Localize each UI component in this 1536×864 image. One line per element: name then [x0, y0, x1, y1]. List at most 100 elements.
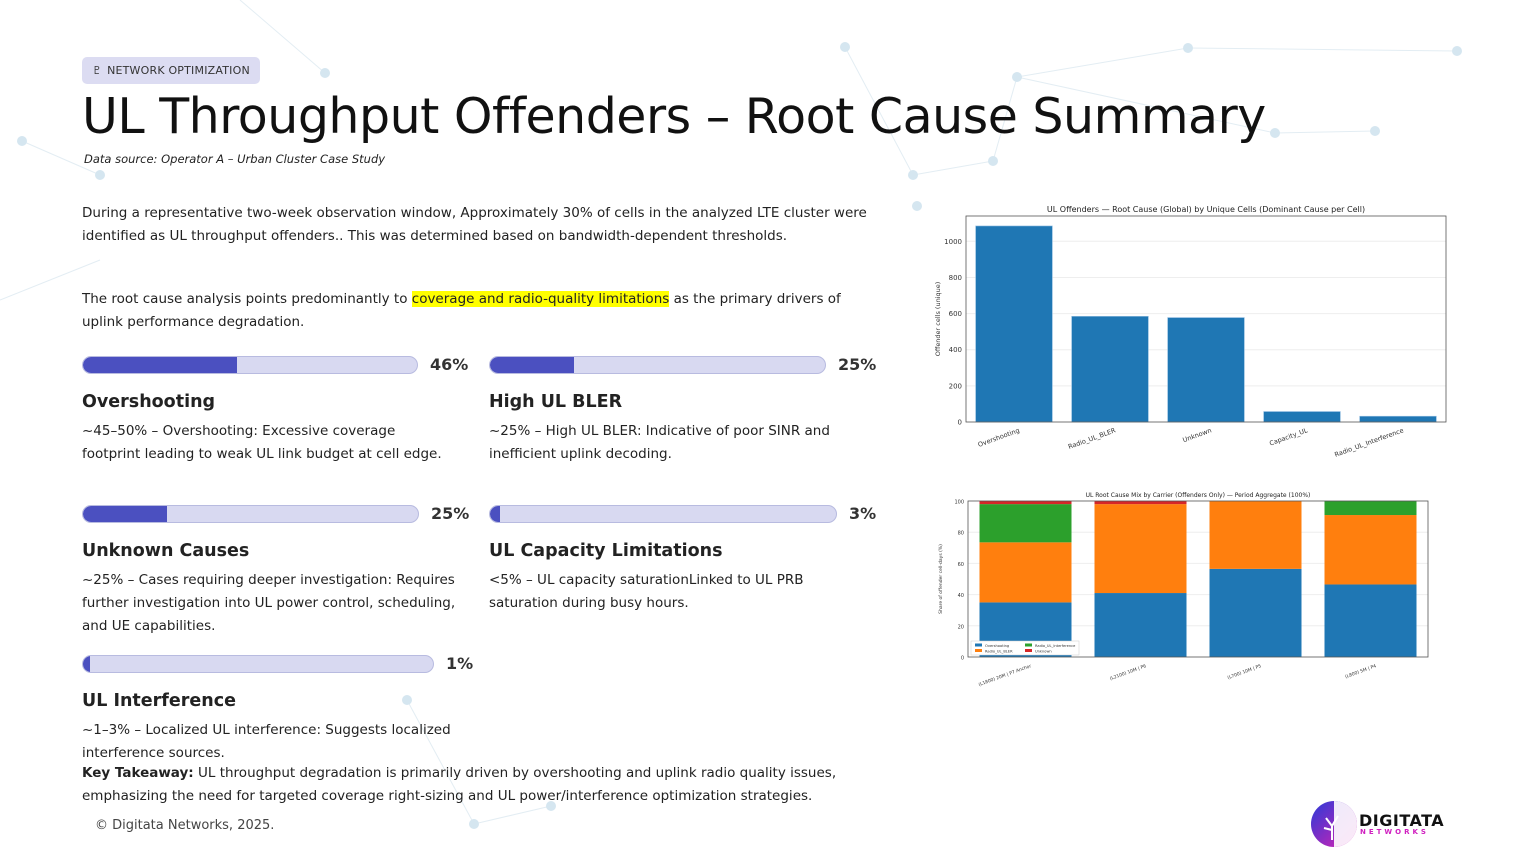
x-tick-label: Radio_UL_Interference	[1333, 426, 1404, 458]
logo-text: DIGITATA	[1359, 811, 1445, 830]
intro-paragraph: During a representative two-week observa…	[82, 205, 867, 244]
progress-fill	[83, 356, 237, 373]
progress-bar	[82, 355, 418, 374]
progress-fill	[83, 505, 167, 522]
bar-segment	[1094, 501, 1187, 505]
x-tick-label: Capacity_UL	[1268, 426, 1309, 447]
cause-title: Unknown Causes	[82, 541, 250, 561]
highlighted-text: coverage and radio-quality limitations	[411, 291, 670, 307]
legend-swatch	[1025, 643, 1032, 647]
progress-fill	[490, 356, 574, 373]
x-tick-label: (L1800) 20M | P7 Anchor	[978, 663, 1033, 688]
progress-bar	[489, 504, 837, 523]
legend-label: Unknown	[1035, 650, 1052, 654]
y-tick-label: 600	[949, 310, 962, 318]
legend-swatch	[975, 643, 982, 647]
bar-segment	[1324, 515, 1417, 585]
cause-description: ~45–50% – Overshooting: Excessive covera…	[82, 423, 442, 462]
bar	[1071, 315, 1149, 423]
x-tick-label: Radio_UL_BLER	[1067, 426, 1117, 451]
x-tick-label: (L2100) 10M | P6	[1109, 663, 1147, 682]
y-tick-label: 60	[958, 562, 964, 568]
logo-subtext: NETWORKS	[1360, 828, 1429, 836]
y-tick-label: 0	[961, 656, 964, 662]
cause-percent: 25%	[431, 504, 470, 523]
y-tick-label: 1000	[944, 238, 962, 246]
network-tree-icon: ♇	[92, 64, 103, 77]
cause-percent: 25%	[838, 355, 877, 374]
root-cause-bar-chart: UL Offenders — Root Cause (Global) by Un…	[934, 205, 1447, 459]
page-title: UL Throughput Offenders – Root Cause Sum…	[82, 88, 1266, 145]
bar	[975, 225, 1053, 423]
bar-segment	[1324, 584, 1417, 657]
legend-swatch	[975, 649, 982, 652]
cause-percent: 3%	[849, 504, 877, 523]
y-tick-label: 400	[949, 346, 962, 354]
takeaway-text: UL throughput degradation is primarily d…	[82, 765, 837, 804]
cause-title: High UL BLER	[489, 392, 623, 412]
bar-segment	[1209, 501, 1302, 569]
rca-text: as the primary drivers of uplink perform…	[82, 291, 841, 330]
plot-frame	[967, 500, 1429, 658]
bar-segment	[979, 542, 1072, 603]
digitata-logo: DIGITATA NETWORKS	[1310, 800, 1444, 850]
y-tick-label: 40	[958, 593, 964, 599]
cause-card: 25% Unknown Causes ~25% – Cases requirin…	[82, 504, 469, 638]
cause-title: UL Capacity Limitations	[489, 541, 723, 561]
cause-description: ~25% – Cases requiring deeper investigat…	[82, 572, 456, 634]
cause-description: <5% – UL capacity saturationLinked to UL…	[489, 572, 804, 611]
copyright: © Digitata Networks, 2025.	[95, 818, 275, 833]
legend-label: Radio_UL_Interference	[1035, 644, 1076, 648]
x-tick-label: (L800) 5M | P4	[1344, 663, 1377, 680]
progress-fill	[83, 655, 90, 672]
progress-bar	[82, 654, 434, 673]
badge-label: NETWORK OPTIMIZATION	[107, 64, 250, 77]
bar-segment	[1094, 504, 1187, 594]
y-tick-label: 200	[949, 382, 962, 390]
cause-percent: 1%	[446, 654, 474, 673]
cause-card: 3% UL Capacity Limitations <5% – UL capa…	[489, 504, 876, 615]
bar-segment	[1094, 593, 1187, 657]
y-tick-label: 100	[954, 500, 964, 506]
data-source: Data source: Operator A – Urban Cluster …	[84, 152, 386, 166]
y-tick-label: 0	[958, 419, 962, 427]
chart-title: UL Offenders — Root Cause (Global) by Un…	[1047, 205, 1365, 214]
bar	[1263, 411, 1341, 423]
bar	[1167, 317, 1245, 423]
x-tick-label: Overshooting	[977, 426, 1021, 448]
y-tick-label: 80	[958, 531, 964, 537]
carrier-mix-stacked-chart: UL Root Cause Mix by Carrier (Offenders …	[938, 492, 1429, 688]
cause-card: 46% Overshooting ~45–50% – Overshooting:…	[82, 355, 468, 466]
plot-frame	[965, 215, 1447, 423]
cause-card: 1% UL Interference ~1–3% – Localized UL …	[82, 654, 473, 765]
cause-percent: 46%	[430, 355, 469, 374]
rca-text: The root cause analysis points predomina…	[82, 291, 412, 307]
legend-box	[970, 640, 1080, 656]
legend-swatch	[1025, 649, 1032, 652]
bar-segment	[1209, 568, 1302, 657]
y-tick-label: 800	[949, 274, 962, 282]
y-axis-label: Offender cells (unique)	[934, 282, 942, 357]
cause-card: 25% High UL BLER ~25% – High UL BLER: In…	[489, 355, 876, 466]
x-tick-label: Unknown	[1182, 426, 1213, 444]
y-axis-label: Share of offender cell-days (%)	[938, 544, 944, 614]
bar-segment	[979, 501, 1072, 505]
chart-title: UL Root Cause Mix by Carrier (Offenders …	[1086, 492, 1311, 499]
bar-segment	[979, 504, 1072, 543]
logo-tree-icon	[1311, 801, 1357, 847]
takeaway-label: Key Takeaway:	[82, 765, 194, 781]
rca-paragraph: The root cause analysis points predomina…	[82, 288, 882, 334]
legend-label: Overshooting	[985, 644, 1009, 648]
y-tick-label: 20	[958, 624, 964, 630]
x-tick-label: (L700) 10M | P5	[1227, 663, 1263, 681]
cause-title: Overshooting	[82, 392, 216, 412]
cause-description: ~25% – High UL BLER: Indicative of poor …	[489, 423, 830, 462]
bar-segment	[1324, 501, 1417, 516]
key-takeaway: Key Takeaway: UL throughput degradation …	[82, 762, 842, 808]
legend-label: Radio_UL_BLER	[985, 650, 1013, 654]
cause-description: ~1–3% – Localized UL interference: Sugge…	[82, 722, 451, 761]
category-badge: ♇ NETWORK OPTIMIZATION	[82, 57, 260, 84]
bar	[1359, 415, 1437, 423]
progress-bar	[82, 504, 419, 523]
